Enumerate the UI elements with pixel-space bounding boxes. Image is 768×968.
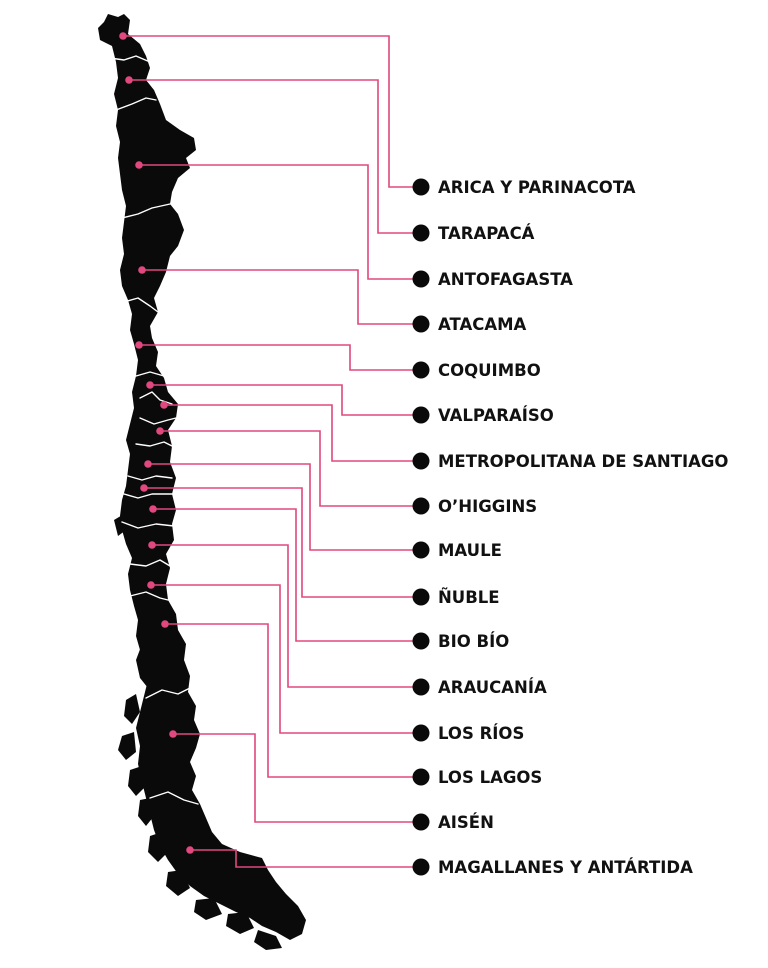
chile-landmass (98, 14, 306, 950)
archipelago-10 (114, 514, 126, 536)
label-araucania: ARAUCANÍA (438, 678, 547, 697)
marker-nuble (412, 588, 430, 606)
marker-los-lagos (412, 768, 430, 786)
marker-antofagasta (412, 270, 430, 288)
region-dots (119, 32, 194, 854)
archipelago-6 (166, 870, 190, 896)
leader-maule (148, 463, 420, 551)
archipelago-9 (254, 930, 282, 950)
label-antofagasta: ANTOFAGASTA (438, 270, 573, 289)
leader-coquimbo (139, 344, 420, 371)
boundary-antofagasta-atacama (121, 203, 171, 219)
leader-los-lagos (165, 623, 420, 778)
leader-metropolitana (164, 404, 420, 462)
dot-biobio (149, 505, 157, 513)
leader-arica-y-parinacota (123, 35, 420, 188)
dot-atacama (138, 266, 146, 274)
dot-los-lagos (161, 620, 169, 628)
archipelago-1 (124, 694, 140, 724)
leader-los-rios (151, 584, 420, 734)
archipelago-7 (194, 898, 222, 920)
dot-valparaiso (146, 381, 154, 389)
dot-aisen (169, 730, 177, 738)
chiloe-island (136, 616, 156, 688)
archipelago-4 (138, 798, 154, 826)
marker-aisen (412, 813, 430, 831)
dot-magallanes (186, 846, 194, 854)
label-valparaiso: VALPARAÍSO (438, 406, 554, 425)
leader-magallanes (190, 849, 420, 868)
leader-nuble (144, 487, 420, 598)
boundary-biobio-araucania (121, 521, 175, 529)
boundary-atacama-coquimbo (123, 297, 159, 313)
marker-atacama (412, 315, 430, 333)
boundary-araucania-losrios (129, 559, 171, 567)
dot-metropolitana (160, 401, 168, 409)
leader-valparaiso (150, 384, 420, 416)
archipelago-2 (118, 732, 136, 760)
label-aisen: AISÉN (438, 813, 494, 832)
boundary-tarapaca-antofagasta (115, 97, 157, 111)
label-tarapaca: TARAPACÁ (438, 224, 535, 243)
archipelago-3 (128, 766, 146, 796)
leader-araucania (152, 544, 420, 688)
boundary-maule-nuble (127, 475, 173, 481)
dot-ohiggins (156, 427, 164, 435)
marker-biobio (412, 632, 430, 650)
marker-valparaiso (412, 406, 430, 424)
leader-ohiggins (160, 430, 420, 507)
label-atacama: ATACAMA (438, 315, 527, 334)
dot-los-rios (147, 581, 155, 589)
marker-metropolitana (412, 452, 430, 470)
boundary-metropolitana-ohiggins (139, 417, 177, 425)
boundary-loslagos-aisen (145, 687, 191, 699)
dot-araucania (148, 541, 156, 549)
leader-lines (123, 35, 420, 868)
leader-antofagasta (139, 164, 420, 280)
boundary-ohiggins-maule (135, 441, 173, 447)
label-metropolitana: METROPOLITANA DE SANTIAGO (438, 452, 728, 471)
mainland-silhouette (98, 14, 306, 940)
boundary-coquimbo-valparaiso (135, 371, 165, 377)
dot-nuble (140, 484, 148, 492)
leader-aisen (173, 733, 420, 823)
boundary-aisen-magallanes (149, 791, 199, 805)
marker-maule (412, 541, 430, 559)
label-coquimbo: COQUIMBO (438, 361, 541, 380)
archipelago-8 (226, 912, 254, 934)
dot-arica-y-parinacota (119, 32, 127, 40)
label-arica-y-parinacota: ARICA Y PARINACOTA (438, 178, 636, 197)
dot-tarapaca (125, 76, 133, 84)
marker-ohiggins (412, 497, 430, 515)
marker-arica-y-parinacota (412, 178, 430, 196)
label-maule: MAULE (438, 541, 502, 560)
archipelago-5 (148, 832, 168, 862)
region-boundaries (109, 55, 199, 805)
dot-coquimbo (135, 341, 143, 349)
dot-maule (144, 460, 152, 468)
boundary-nuble-biobio (123, 493, 173, 499)
label-nuble: ÑUBLE (438, 588, 500, 607)
boundary-arica-tarapaca (109, 55, 151, 63)
leader-biobio (153, 508, 420, 642)
label-magallanes: MAGALLANES Y ANTÁRTIDA (438, 858, 693, 877)
label-markers (412, 178, 430, 876)
label-biobio: BIO BÍO (438, 632, 509, 651)
marker-tarapaca (412, 224, 430, 242)
marker-araucania (412, 678, 430, 696)
dot-antofagasta (135, 161, 143, 169)
label-los-rios: LOS RÍOS (438, 724, 524, 743)
marker-coquimbo (412, 361, 430, 379)
label-ohiggins: O’HIGGINS (438, 497, 537, 516)
leader-tarapaca (129, 79, 420, 234)
boundary-losrios-loslagos (129, 591, 169, 601)
marker-magallanes (412, 858, 430, 876)
marker-los-rios (412, 724, 430, 742)
leader-atacama (142, 269, 420, 325)
region-labels: ARICA Y PARINACOTA TARAPACÁ ANTOFAGASTA … (438, 178, 728, 877)
label-los-lagos: LOS LAGOS (438, 768, 542, 787)
